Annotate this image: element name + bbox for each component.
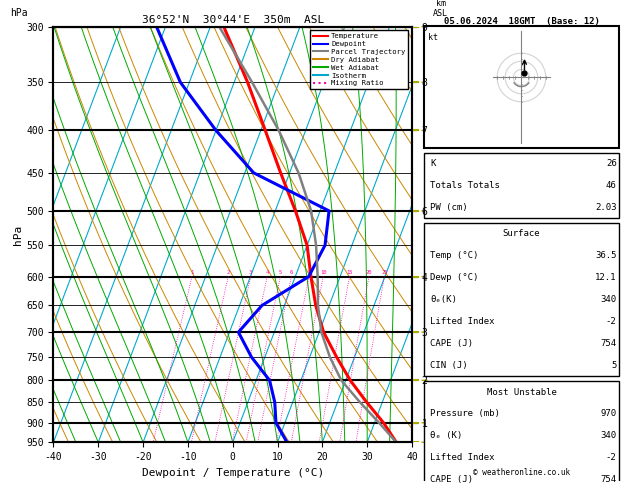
Y-axis label: hPa: hPa [13, 225, 23, 244]
Text: 10: 10 [320, 270, 326, 275]
Text: 754: 754 [601, 339, 616, 348]
Text: km
ASL: km ASL [433, 0, 448, 18]
Text: Mixing Ratio (g/kg): Mixing Ratio (g/kg) [459, 191, 467, 278]
Text: 4: 4 [265, 270, 269, 275]
Text: -2: -2 [606, 317, 616, 326]
Title: 36°52'N  30°44'E  350m  ASL: 36°52'N 30°44'E 350m ASL [142, 15, 324, 25]
Bar [424, 26, 619, 148]
Text: Totals Totals: Totals Totals [430, 181, 500, 190]
Text: Lifted Index: Lifted Index [430, 453, 495, 462]
Text: Most Unstable: Most Unstable [486, 387, 557, 397]
Bar [424, 381, 619, 486]
Text: 26: 26 [606, 159, 616, 168]
Text: 05.06.2024  18GMT  (Base: 12): 05.06.2024 18GMT (Base: 12) [443, 17, 599, 26]
Text: 3: 3 [249, 270, 252, 275]
Text: θₑ(K): θₑ(K) [430, 295, 457, 304]
Text: PW (cm): PW (cm) [430, 203, 468, 212]
Text: 2: 2 [226, 270, 230, 275]
Text: CAPE (J): CAPE (J) [430, 339, 473, 348]
Text: Lifted Index: Lifted Index [430, 317, 495, 326]
Text: Temp (°C): Temp (°C) [430, 251, 479, 260]
Text: 5: 5 [279, 270, 282, 275]
Text: 340: 340 [601, 432, 616, 440]
Text: -2: -2 [606, 453, 616, 462]
Text: kt: kt [428, 34, 438, 42]
Text: 5: 5 [611, 361, 616, 370]
Text: 1: 1 [191, 270, 194, 275]
Text: 12.1: 12.1 [595, 273, 616, 282]
Text: CAPE (J): CAPE (J) [430, 475, 473, 484]
Text: © weatheronline.co.uk: © weatheronline.co.uk [473, 469, 570, 477]
Text: 340: 340 [601, 295, 616, 304]
Text: θₑ (K): θₑ (K) [430, 432, 462, 440]
Bar [424, 223, 619, 376]
Text: hPa: hPa [11, 8, 28, 18]
Text: 8: 8 [308, 270, 311, 275]
Text: 970: 970 [601, 410, 616, 418]
Text: 2.03: 2.03 [595, 203, 616, 212]
Text: 36.5: 36.5 [595, 251, 616, 260]
Bar [424, 153, 619, 218]
Text: K: K [430, 159, 436, 168]
Text: 6: 6 [290, 270, 293, 275]
Text: 25: 25 [381, 270, 387, 275]
Text: Dewp (°C): Dewp (°C) [430, 273, 479, 282]
Text: 46: 46 [606, 181, 616, 190]
Text: CIN (J): CIN (J) [430, 361, 468, 370]
X-axis label: Dewpoint / Temperature (°C): Dewpoint / Temperature (°C) [142, 468, 324, 478]
Legend: Temperature, Dewpoint, Parcel Trajectory, Dry Adiabat, Wet Adiabat, Isotherm, Mi: Temperature, Dewpoint, Parcel Trajectory… [310, 30, 408, 89]
Text: 754: 754 [601, 475, 616, 484]
Text: 15: 15 [347, 270, 353, 275]
Text: Surface: Surface [503, 229, 540, 239]
Text: 20: 20 [365, 270, 372, 275]
Text: Pressure (mb): Pressure (mb) [430, 410, 500, 418]
